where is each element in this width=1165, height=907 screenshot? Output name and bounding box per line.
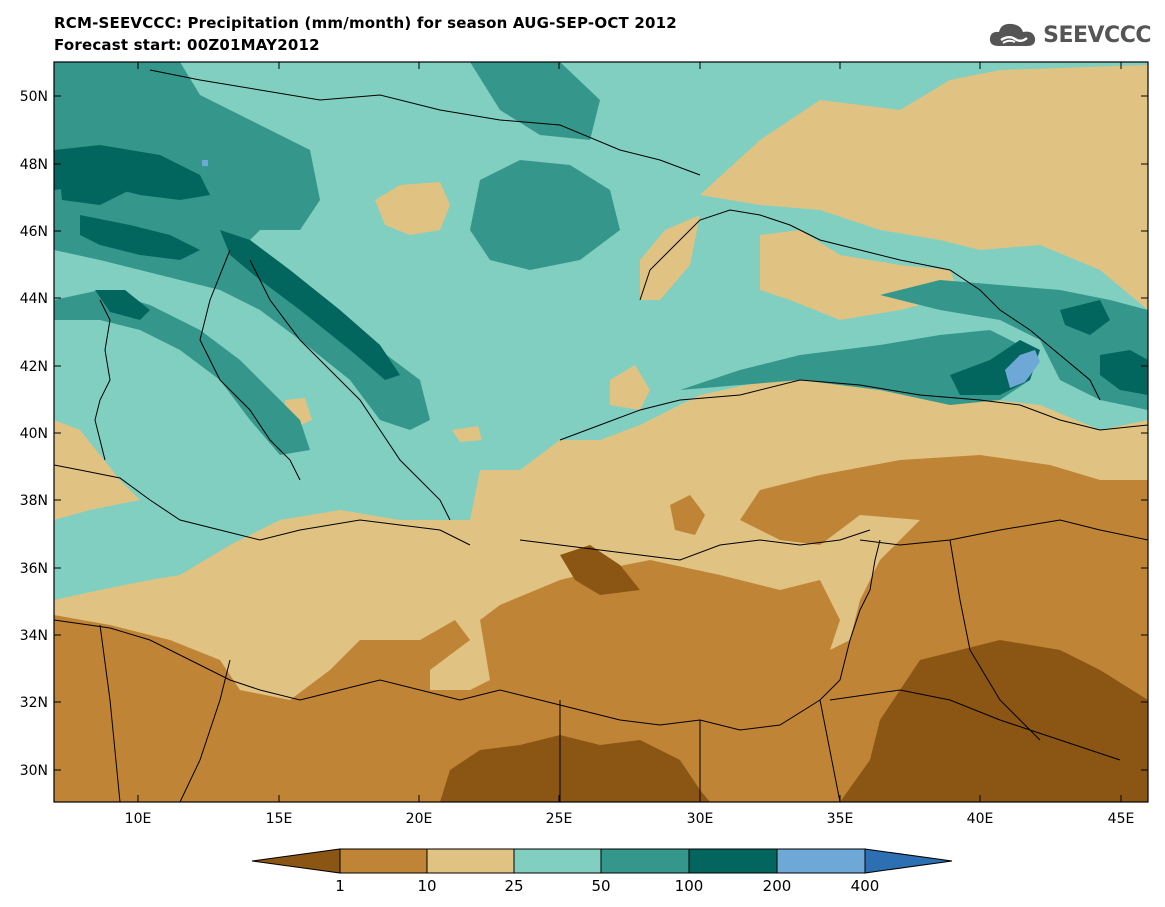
lat-tick-label: 34N [20,628,48,644]
lon-tick-label: 40E [967,811,994,827]
colorbar-bin-25-50 [513,848,602,874]
colorbar-bin-100-200 [688,848,778,874]
lat-tick-label: 42N [20,359,48,375]
colorbar-bin-200-400 [776,848,866,874]
lat-tick-label: 32N [20,695,48,711]
coastlines [54,69,1148,802]
lon-tick-label: 20E [406,811,433,827]
colorbar-label: 100 [675,877,704,895]
lon-tick-label: 35E [827,811,854,827]
seevccc-logo: SEEVCCC [987,20,1151,50]
colorbar: 1 10 25 50 100 200 400 [251,848,953,895]
lat-tick-label: 50N [20,89,48,105]
precipitation-field [54,62,1148,802]
colorbar-label: 400 [851,877,880,895]
lat-tick-label: 44N [20,291,48,307]
colorbar-label: 1 [335,877,345,895]
colorbar-bin-below-1 [251,848,341,874]
lat-tick-label: 36N [20,561,48,577]
lat-tick-label: 38N [20,493,48,509]
colorbar-bin-1-10 [339,848,428,874]
map-title: RCM-SEEVCCC: Precipitation (mm/month) fo… [54,14,677,32]
colorbar-label: 200 [763,877,792,895]
forecast-start-subtitle: Forecast start: 00Z01MAY2012 [54,36,320,54]
colorbar-bin-50-100 [600,848,690,874]
lat-tick-label: 48N [20,157,48,173]
lat-tick-label: 30N [20,763,48,779]
colorbar-bin-10-25 [426,848,515,874]
lon-tick-label: 25E [546,811,573,827]
colorbar-bin-above-400 [864,848,953,874]
colorbar-label: 50 [591,877,610,895]
lat-tick-label: 46N [20,224,48,240]
colorbar-label: 25 [504,877,523,895]
lat-tick-label: 40N [20,426,48,442]
longitude-axis: 10E 15E 20E 25E 30E 35E 40E 45E [125,62,1135,827]
map-frame [53,61,1149,803]
colorbar-label: 10 [417,877,436,895]
lon-tick-label: 10E [125,811,152,827]
latitude-axis: 50N 48N 46N 44N 42N 40N 38N 36N 34N 32N … [20,89,1148,779]
logo-text: SEEVCCC [1043,22,1151,48]
cloud-icon [990,23,1036,46]
lon-tick-label: 45E [1108,811,1135,827]
lon-tick-label: 30E [687,811,714,827]
lon-tick-label: 15E [266,811,293,827]
